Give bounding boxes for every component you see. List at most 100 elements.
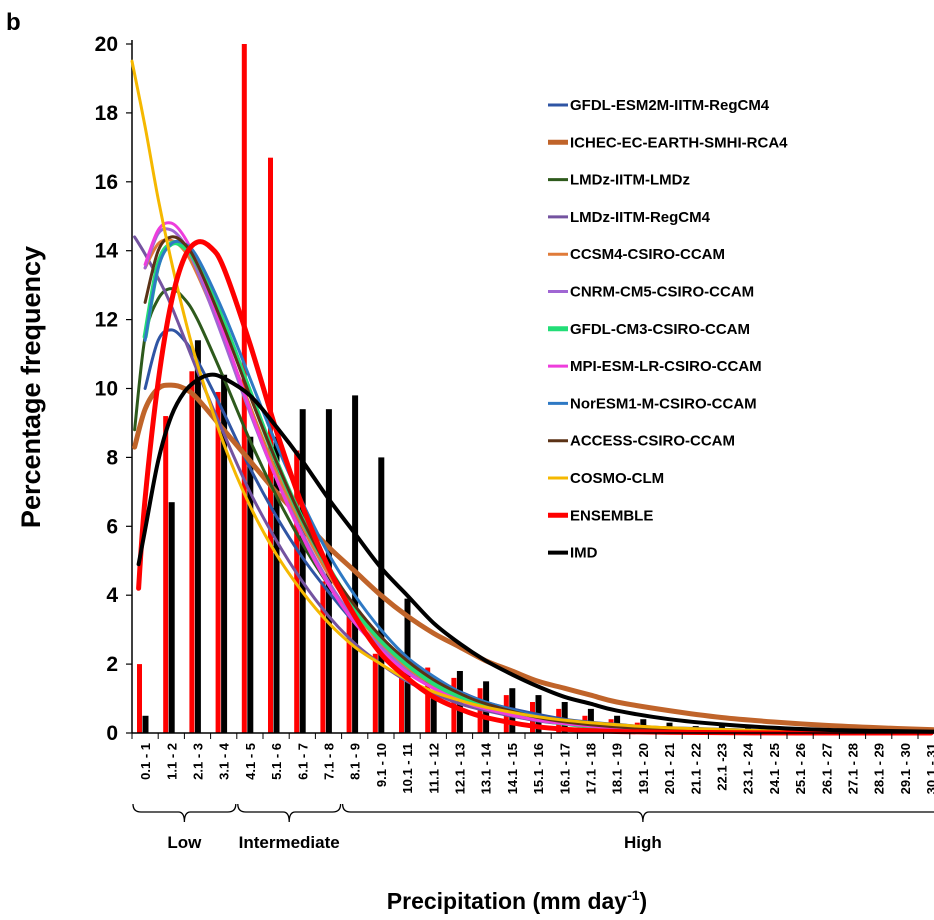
legend-entry: IMD xyxy=(570,545,598,562)
y-tick-label: 20 xyxy=(95,33,118,56)
x-tick-label: 1.1 - 2 xyxy=(164,743,179,780)
bar-ensemble xyxy=(372,653,378,733)
bar-imd xyxy=(194,340,201,733)
bar-ensemble xyxy=(137,664,142,733)
curve-ichec-ec-earth-smhi-rca4 xyxy=(132,382,934,733)
x-tick-label: 12.1 - 13 xyxy=(453,743,468,794)
legend-entry: CCSM4-CSIRO-CCAM xyxy=(570,246,725,263)
x-tick-label: 9.1 - 10 xyxy=(374,743,389,787)
x-tick-label: 6.1 - 7 xyxy=(295,743,310,780)
legend-entry: GFDL-CM3-CSIRO-CCAM xyxy=(570,321,750,338)
curves xyxy=(130,59,934,736)
x-tick-label: 29.1 - 30 xyxy=(898,743,913,794)
x-tick-label: 2.1 - 3 xyxy=(191,743,206,780)
group-brace xyxy=(341,803,934,823)
x-tick-label: 7.1 - 8 xyxy=(322,743,337,780)
group-label: Intermediate xyxy=(239,833,340,852)
bar-imd xyxy=(221,374,228,733)
y-axis: 0 2 4 6 8 10 12 14 16 18 20 xyxy=(95,33,133,745)
bar-ensemble xyxy=(346,615,352,733)
bar-ensemble xyxy=(163,416,169,733)
x-tick-label: 3.1 - 4 xyxy=(217,742,232,780)
x-tick-label: 4.1 - 5 xyxy=(243,743,258,780)
x-tick-label: 23.1 - 24 xyxy=(741,742,756,794)
y-tick-label: 0 xyxy=(106,722,118,745)
x-tick-label: 5.1 - 6 xyxy=(269,743,284,780)
bar-ensemble xyxy=(189,371,195,733)
bar-ensemble xyxy=(294,450,300,733)
curve-cosmo-clm xyxy=(130,59,933,734)
curve-noresm1-m-csiro-ccam xyxy=(143,239,933,735)
x-tick-label: 10.1 - 11 xyxy=(400,743,415,794)
legend: GFDL-ESM2M-IITM-RegCM4 ICHEC-EC-EARTH-SMH… xyxy=(548,97,788,562)
legend-entry: LMDz-IITM-LMDz xyxy=(570,172,690,189)
x-tick-label: 20.1 - 21 xyxy=(662,743,677,794)
x-tick-label: 22.1 -23 xyxy=(715,743,730,791)
x-tick-label: 18.1 - 19 xyxy=(610,743,625,794)
x-axis: 0.1 - 1 1.1 - 2 2.1 - 3 3.1 - 4 4.1 - 5 5.1 -… xyxy=(131,732,934,794)
bar-imd xyxy=(168,502,175,733)
x-axis-title: Precipitation (mm day-1) xyxy=(387,887,647,914)
x-tick-label: 27.1 - 28 xyxy=(846,743,861,794)
x-tick-label: 21.1 - 22 xyxy=(688,743,703,794)
group-brace xyxy=(237,803,342,823)
y-tick-label: 6 xyxy=(106,515,118,538)
curve-ensemble xyxy=(136,239,934,736)
bar-imd xyxy=(430,695,437,733)
legend-entry: MPI-ESM-LR-CSIRO-CCAM xyxy=(570,358,762,375)
y-tick-label: 2 xyxy=(106,653,118,676)
curve-cnrm-cm5-csiro-ccam xyxy=(143,227,933,735)
x-tick-label: 30.1 - 31 xyxy=(924,743,934,794)
curve-lmdz-iitm-regcm4 xyxy=(133,235,933,735)
group-label: Low xyxy=(167,833,202,852)
legend-entry: ICHEC-EC-EARTH-SMHI-RCA4 xyxy=(570,134,788,151)
y-tick-label: 18 xyxy=(95,102,119,125)
bar-ensemble xyxy=(399,660,404,733)
x-tick-label: 8.1 - 9 xyxy=(348,743,363,780)
y-tick-label: 16 xyxy=(95,171,118,194)
x-tick-label: 0.1 - 1 xyxy=(138,743,153,780)
y-tick-label: 12 xyxy=(95,309,118,332)
bar-imd xyxy=(299,409,306,733)
curve-gfdl-cm3-csiro-ccam xyxy=(142,240,934,736)
bar-ensemble xyxy=(215,391,221,733)
legend-entry: NorESM1-M-CSIRO-CCAM xyxy=(570,395,757,412)
legend-entry: ENSEMBLE xyxy=(570,507,653,524)
curve-access-csiro-ccam xyxy=(143,235,933,735)
legend-entry: ACCESS-CSIRO-CCAM xyxy=(570,433,735,450)
group-brace xyxy=(132,803,237,823)
y-tick-label: 10 xyxy=(95,378,118,401)
bar-imd xyxy=(142,715,149,733)
x-tick-label: 11.1 - 12 xyxy=(426,743,441,794)
y-axis-title: Percentage frequency xyxy=(16,246,46,528)
bar-imd xyxy=(273,436,280,733)
x-tick-label: 24.1 - 25 xyxy=(767,743,782,794)
bar-ensemble xyxy=(425,667,431,733)
legend-entry: CNRM-CM5-CSIRO-CCAM xyxy=(570,284,754,301)
x-tick-label: 17.1 - 18 xyxy=(584,743,599,794)
x-tick-label: 15.1 - 16 xyxy=(531,743,546,794)
legend-entry: LMDz-IITM-RegCM4 xyxy=(570,209,711,226)
bar-ensemble xyxy=(320,581,326,733)
y-tick-label: 14 xyxy=(95,240,119,263)
curve-imd xyxy=(136,372,934,734)
x-tick-label: 16.1 - 17 xyxy=(557,743,572,794)
legend-entry: GFDL-ESM2M-IITM-RegCM4 xyxy=(570,97,770,114)
x-tick-label: 25.1 - 26 xyxy=(793,743,808,794)
legend-entry: COSMO-CLM xyxy=(570,470,664,487)
x-tick-label: 26.1 - 27 xyxy=(819,743,834,794)
bar-imd xyxy=(561,701,568,733)
y-tick-label: 8 xyxy=(106,446,118,469)
y-tick-label: 4 xyxy=(106,584,118,607)
curve-ccsm4-csiro-ccam xyxy=(143,238,933,735)
category-groups: Low Intermediate High xyxy=(132,803,934,852)
x-tick-label: 14.1 - 15 xyxy=(505,743,520,794)
group-label: High xyxy=(624,833,662,852)
x-tick-label: 19.1 - 20 xyxy=(636,743,651,794)
bar-imd xyxy=(352,395,359,733)
bar-imd xyxy=(247,436,254,733)
panel-label: b xyxy=(6,9,21,36)
x-tick-label: 13.1 - 14 xyxy=(479,742,494,794)
x-tick-label: 28.1 - 29 xyxy=(872,743,887,794)
